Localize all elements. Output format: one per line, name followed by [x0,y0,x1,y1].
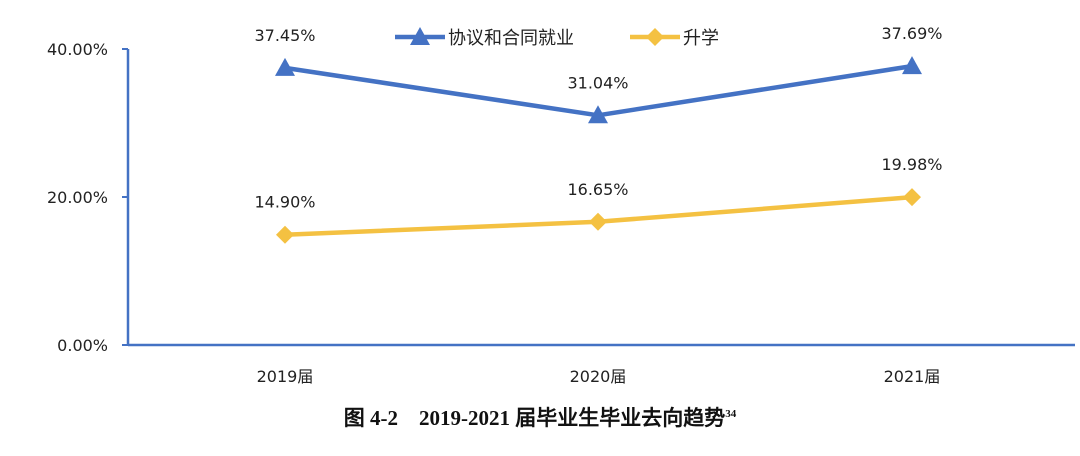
x-tick-label: 2021届 [884,367,941,386]
data-point-marker [903,188,921,207]
line-chart: 0.00% 20.00% 40.00% 2019届 2020届 2021届 37.45% 31… [47,24,1075,386]
caption-text: 图 4-2 2019-2021 届毕业生毕业去向趋势 [343,406,726,430]
x-tick-label: 2019届 [257,367,314,386]
data-label: 19.98% [881,155,942,174]
data-label: 14.90% [254,193,315,212]
x-tick-label: 2020届 [570,367,627,386]
y-tick-label: 0.00% [57,336,108,355]
data-point-marker [902,56,922,75]
data-point-marker [588,105,608,124]
data-label: 37.45% [254,26,315,45]
legend-label: 协议和合同就业 [448,28,574,49]
data-label: 31.04% [567,73,628,92]
data-point-marker [589,212,607,231]
figure-caption: 图 4-2 2019-2021 届毕业生毕业去向趋势34 [0,402,1080,432]
data-label: 37.69% [881,24,942,43]
data-label: 16.65% [567,180,628,199]
caption-footnote: 34 [725,408,737,420]
y-tick-label: 40.00% [47,40,108,59]
legend-marker [410,27,430,45]
y-tick-label: 20.00% [47,188,108,207]
data-point-marker [275,57,295,76]
legend-marker [646,28,664,46]
legend-label: 升学 [683,28,719,49]
data-point-marker [276,225,294,244]
